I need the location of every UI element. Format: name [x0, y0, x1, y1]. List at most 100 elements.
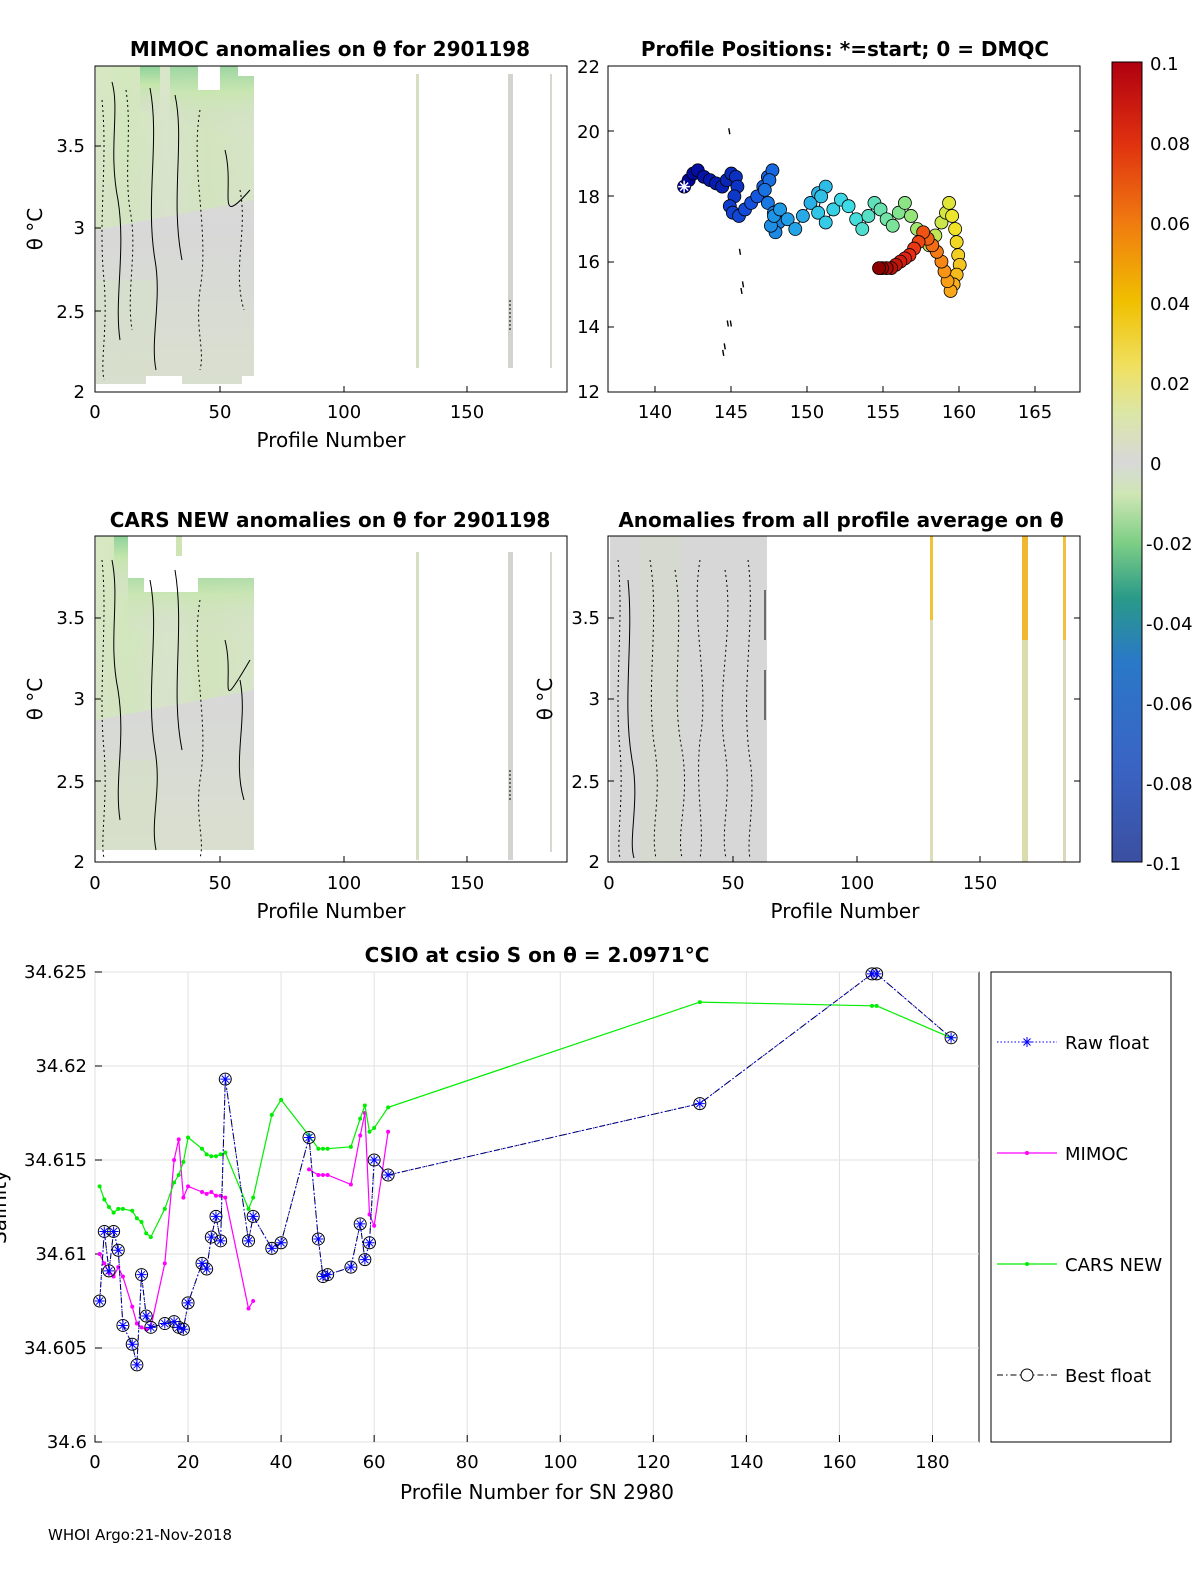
position-marker — [949, 235, 964, 249]
best-float-point — [158, 1317, 172, 1331]
position-marker — [942, 196, 956, 210]
positions-markers — [677, 128, 967, 356]
mimoc-xtick: 150 — [450, 402, 484, 423]
raw-float-point — [383, 1170, 394, 1181]
cars-point — [186, 1135, 191, 1140]
pos-xtick: 150 — [790, 402, 824, 423]
mimoc-point — [102, 1261, 107, 1266]
mimoc-point — [181, 1195, 186, 1200]
x-tick-label: 160 — [822, 1452, 856, 1473]
cars-point — [102, 1197, 107, 1202]
allavg-x-ticks: 0 50 100 150 — [603, 873, 997, 894]
raw-float-point — [355, 1218, 366, 1229]
position-marker — [780, 212, 795, 227]
cars-point — [204, 1152, 209, 1157]
mimoc-point — [320, 1173, 325, 1178]
cars-ylabel: θ °C — [23, 678, 47, 721]
best-float-point — [102, 1264, 116, 1278]
raw-float-point — [359, 1254, 370, 1265]
trajectory-segment — [728, 128, 731, 135]
best-float-point — [204, 1230, 218, 1244]
csio-grid — [94, 971, 979, 1443]
legend-marker-mimoc — [1025, 1151, 1029, 1155]
cars-point — [111, 1210, 116, 1215]
allavg-contours — [617, 559, 766, 859]
pos-ytick: 22 — [577, 57, 600, 78]
cars-point — [213, 1154, 218, 1159]
allavg-xlabel: Profile Number — [771, 899, 921, 923]
cars-point — [874, 1003, 879, 1008]
cars-point — [97, 1184, 102, 1189]
mimoc-ylabel: θ °C — [23, 208, 47, 251]
allavg-ytick: 3 — [589, 689, 600, 710]
colorbar-ticks: 0.1 0.08 0.06 0.04 0.02 0 -0.02 -0.04 -0… — [1146, 54, 1193, 875]
best-float-point — [111, 1243, 125, 1257]
x-tick-label: 0 — [89, 1452, 100, 1473]
raw-float-point — [345, 1262, 356, 1273]
mimoc-point — [367, 1212, 372, 1217]
best-float-point — [93, 1294, 107, 1308]
allavg-ytick: 2.5 — [571, 772, 600, 793]
mimoc-point — [307, 1167, 312, 1172]
mimoc-title: MIMOC anomalies on θ for 2901198 — [130, 37, 530, 61]
csio-ylabel: Salinity — [0, 1170, 11, 1244]
cars-ytick: 3.5 — [56, 608, 85, 629]
raw-float-point — [131, 1359, 142, 1370]
best-float-point — [944, 1031, 958, 1045]
cars-point — [148, 1235, 153, 1240]
trajectory-segment — [729, 320, 733, 327]
mimoc-heatmap — [96, 66, 552, 384]
legend-label: MIMOC — [1065, 1144, 1128, 1165]
mimoc-panel: MIMOC anomalies on θ for 2901198 — [23, 37, 568, 452]
pos-ytick: 14 — [577, 317, 600, 338]
cars-point — [316, 1146, 321, 1151]
position-marker — [945, 209, 960, 223]
mimoc-point — [186, 1184, 191, 1189]
position-marker — [861, 209, 876, 223]
mimoc-ytick: 3 — [74, 218, 85, 239]
cars-ytick: 3 — [74, 689, 85, 710]
cars-panel: CARS NEW anomalies on θ for 2901198 — [23, 508, 568, 923]
cars-xtick: 0 — [89, 873, 100, 894]
raw-float-point — [313, 1233, 324, 1244]
cbar-tick: 0.04 — [1150, 294, 1190, 315]
cars-point — [162, 1206, 167, 1211]
best-float-point — [135, 1268, 149, 1282]
mimoc-point — [130, 1304, 135, 1309]
position-marker — [795, 209, 810, 223]
cars-point — [325, 1146, 330, 1151]
cbar-tick: -0.04 — [1146, 614, 1193, 635]
cbar-tick: 0.1 — [1150, 54, 1179, 75]
raw-float-point — [127, 1339, 138, 1350]
pos-xtick: 145 — [714, 402, 748, 423]
best-float-point — [218, 1072, 232, 1086]
cbar-tick: -0.1 — [1146, 854, 1181, 875]
csio-panel: CSIO at csio S on θ = 2.0971°C 0 20 40 60 80… — [0, 943, 1172, 1504]
raw-float-point — [169, 1316, 180, 1327]
trajectory-segment — [726, 320, 729, 327]
cars-ytick: 2.5 — [56, 772, 85, 793]
position-marker — [757, 182, 772, 197]
cars-xlabel: Profile Number — [257, 899, 407, 923]
cars-point — [358, 1116, 363, 1121]
pos-xtick: 165 — [1018, 402, 1052, 423]
mimoc-point — [200, 1189, 205, 1194]
cars-point — [172, 1180, 177, 1185]
mimoc-point — [97, 1252, 102, 1256]
raw-float-point — [266, 1243, 277, 1254]
mimoc-point — [251, 1299, 256, 1303]
raw-float-point — [173, 1322, 184, 1333]
pos-xtick: 160 — [942, 402, 976, 423]
mimoc-point — [316, 1173, 321, 1178]
x-tick-label: 140 — [729, 1452, 763, 1473]
raw-float-point — [248, 1211, 259, 1222]
best-float-point — [274, 1236, 288, 1250]
cars-point — [209, 1154, 214, 1159]
csio-title: CSIO at csio S on θ = 2.0971°C — [365, 943, 710, 967]
series-line-cars — [99, 1001, 952, 1239]
position-marker — [898, 196, 912, 210]
trajectory-segment — [738, 248, 742, 255]
raw-float-point — [141, 1311, 152, 1322]
position-marker — [885, 218, 900, 233]
cars-contours — [101, 559, 511, 859]
